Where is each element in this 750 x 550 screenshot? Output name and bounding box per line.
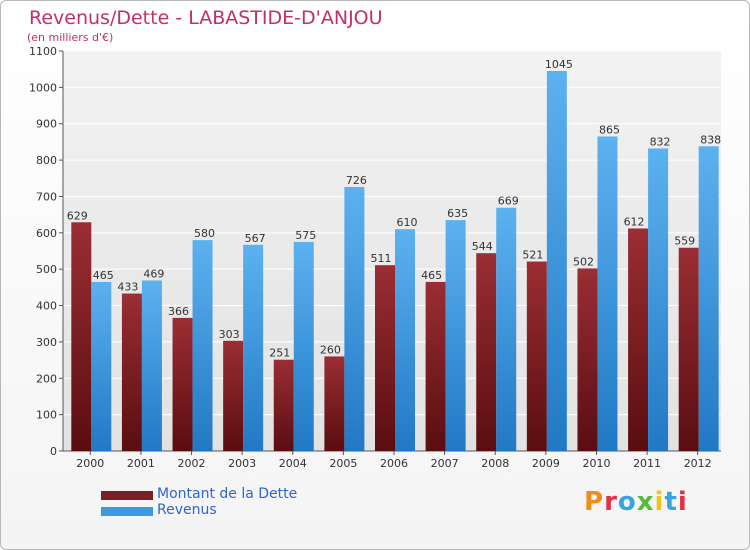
bar-revenus-2011 [648,148,669,452]
legend-label-revenus: Revenus [157,502,217,518]
legend-label-dette: Montant de la Dette [157,486,298,502]
bar-revenus-2012 [698,146,719,452]
y-tick-label: 900 [36,118,57,131]
bar-revenus-2008 [496,207,517,451]
bar-dette-2007 [425,281,446,451]
bar-dette-2008 [476,253,497,451]
data-label-dette-2005: 260 [320,343,341,356]
bar-revenus-2009 [546,71,567,451]
bar-revenus-2007 [445,220,466,451]
x-tick-label-2004: 2004 [279,457,307,470]
data-label-revenus-2008: 669 [498,195,519,208]
x-tick-label-2001: 2001 [127,457,155,470]
chart-subtitle: (en milliers d'€) [27,31,114,44]
y-tick-label: 400 [36,300,57,313]
chart-title: Revenus/Dette - LABASTIDE-D'ANJOU [29,7,383,29]
proxiti-logo: Proxiti [584,487,688,517]
y-tick-label: 200 [36,372,57,385]
x-tick-label-2010: 2010 [582,457,610,470]
x-tick-label-2000: 2000 [76,457,104,470]
bar-revenus-2004 [293,241,314,451]
data-label-revenus-2007: 635 [447,207,468,220]
y-tick-label: 100 [36,409,57,422]
bar-dette-2000 [71,222,92,451]
bar-revenus-2001 [141,280,162,451]
bar-revenus-2000 [91,281,112,451]
y-tick-label: 0 [50,445,57,458]
data-label-revenus-2010: 865 [599,123,620,136]
data-label-dette-2006: 511 [371,252,392,265]
bar-revenus-2006 [395,229,415,451]
data-label-revenus-2003: 567 [245,232,266,245]
y-tick-label: 1000 [29,81,57,94]
data-label-revenus-2011: 832 [650,135,671,148]
x-tick-label-2005: 2005 [329,457,357,470]
x-tick-label-2003: 2003 [228,457,256,470]
y-tick-label: 700 [36,190,57,203]
data-label-dette-2012: 559 [674,235,695,248]
data-label-revenus-2002: 580 [194,227,215,240]
x-tick-label-2007: 2007 [431,457,459,470]
bar-revenus-2003 [243,244,264,451]
data-label-dette-2008: 544 [472,240,493,253]
bar-dette-2003 [223,340,244,451]
data-label-dette-2002: 366 [168,305,189,318]
x-tick-label-2008: 2008 [481,457,509,470]
x-tick-label-2009: 2009 [532,457,560,470]
y-tick-label: 800 [36,154,57,167]
x-tick-label-2012: 2012 [684,457,712,470]
bar-dette-2010 [577,268,598,451]
data-label-revenus-2001: 469 [143,267,164,280]
legend-swatch-dette [101,491,153,500]
bar-dette-2002 [172,317,193,451]
bar-dette-2009 [526,261,547,451]
data-label-dette-2004: 251 [269,347,290,360]
bar-revenus-2010 [597,136,618,452]
bar-revenus-2002 [192,240,213,451]
data-label-revenus-2012: 838 [700,133,721,146]
data-label-dette-2007: 465 [421,269,442,282]
y-tick-label: 500 [36,263,57,276]
bar-revenus-2005 [344,187,365,451]
data-label-revenus-2006: 610 [397,216,418,229]
data-label-revenus-2005: 726 [346,174,367,187]
bar-dette-2006 [375,265,395,451]
data-label-revenus-2004: 575 [295,229,316,242]
x-tick-label-2006: 2006 [380,457,408,470]
data-label-dette-2001: 433 [117,281,138,294]
y-tick-label: 600 [36,227,57,240]
x-tick-label-2011: 2011 [633,457,661,470]
data-label-dette-2011: 612 [624,215,645,228]
data-label-dette-2003: 303 [219,328,240,341]
data-label-dette-2010: 502 [573,255,594,268]
bar-dette-2012 [678,247,699,451]
x-tick-label-2002: 2002 [178,457,206,470]
data-label-revenus-2009: 1045 [545,58,573,71]
data-label-dette-2000: 629 [67,209,88,222]
data-label-revenus-2000: 465 [93,269,114,282]
y-tick-label: 300 [36,336,57,349]
legend-swatch-revenus [101,507,153,516]
bar-dette-2011 [628,228,649,451]
y-tick-label: 1100 [29,45,57,58]
data-label-dette-2009: 521 [522,249,543,262]
bar-dette-2001 [121,293,142,451]
bar-dette-2005 [324,356,345,451]
bar-dette-2004 [273,359,294,451]
